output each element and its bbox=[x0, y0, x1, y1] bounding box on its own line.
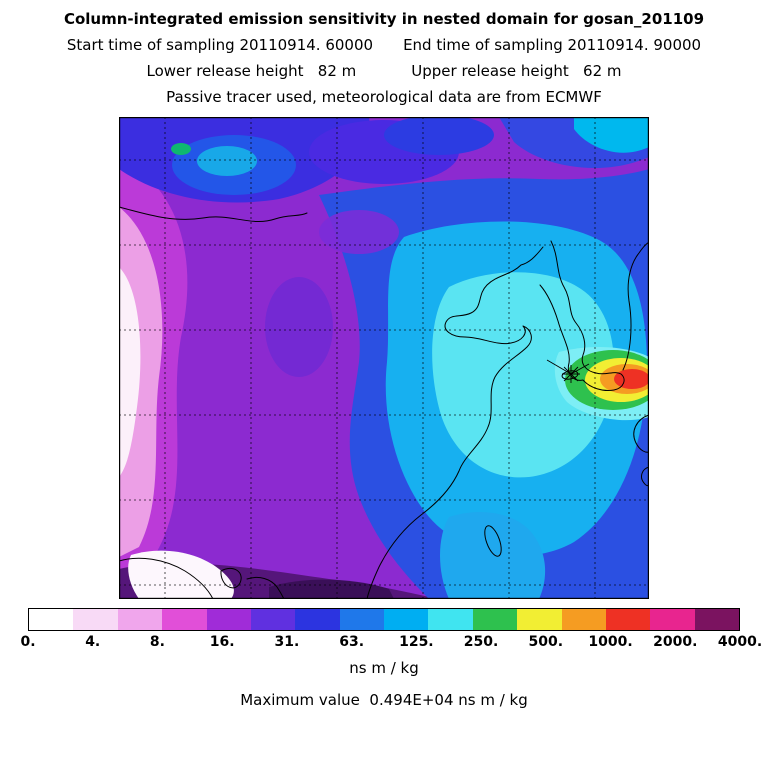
region-northeast-cyan bbox=[574, 117, 649, 153]
lower-release-label: Lower release height 82 m bbox=[146, 62, 357, 80]
colorbar-tick: 0. bbox=[20, 634, 36, 650]
region-northwest-green-spot bbox=[171, 143, 191, 155]
region-west-white bbox=[119, 267, 141, 477]
colorbar-cell bbox=[295, 609, 340, 630]
colorbar-tick: 2000. bbox=[653, 634, 698, 650]
colorbar-cell bbox=[517, 609, 562, 630]
region-south-darkest bbox=[269, 579, 394, 599]
map-border bbox=[119, 117, 649, 599]
colorbar-tick: 4000. bbox=[717, 634, 763, 650]
gridlines bbox=[119, 117, 649, 599]
hotspot-red-core bbox=[614, 369, 649, 389]
colorbar-cell bbox=[250, 609, 296, 630]
receptor-marker bbox=[546, 359, 590, 383]
region-center-purple-patch2 bbox=[265, 277, 333, 377]
colorbar-cell bbox=[162, 609, 207, 630]
colorbar-tick: 63. bbox=[339, 634, 365, 650]
coastline-southwest bbox=[119, 557, 214, 599]
tracer-info-line: Passive tracer used, meteorological data… bbox=[166, 88, 602, 106]
coastline-china bbox=[366, 246, 544, 599]
max-value-label: Maximum value 0.494E+04 ns m / kg bbox=[240, 691, 528, 709]
colorbar-tick: 8. bbox=[149, 634, 165, 650]
map-svg bbox=[119, 117, 649, 599]
colorbar-ticks: 0. 4. 8. 16. 31. 63. 125. 250. 500. 1000. 2000. 400… bbox=[20, 634, 762, 652]
colorbar-cell bbox=[605, 609, 651, 630]
colorbar-cell bbox=[384, 609, 429, 630]
end-time-label: End time of sampling 20110914. 90000 bbox=[403, 36, 702, 54]
border-line-northwest bbox=[119, 206, 308, 223]
colorbar-cell bbox=[694, 609, 739, 630]
region-yellow-sea-lightcyan bbox=[432, 272, 614, 478]
region-northcenter-blue bbox=[384, 117, 494, 155]
colorbar-tick: 125. bbox=[399, 634, 434, 650]
colorbar-cells bbox=[28, 608, 740, 631]
release-height-line: Lower release height 82 m Upper release … bbox=[0, 58, 768, 84]
colorbar-tick: 4. bbox=[85, 634, 101, 650]
upper-release-label: Upper release height 62 m bbox=[411, 62, 622, 80]
colorbar-cell bbox=[428, 609, 473, 630]
region-center-purple-patch bbox=[319, 210, 399, 254]
colorbar-cell bbox=[117, 609, 163, 630]
colorbar-cell bbox=[29, 609, 74, 630]
colorbar-tick: 500. bbox=[528, 634, 564, 650]
colorbar-cell bbox=[339, 609, 384, 630]
colorbar-tick: 250. bbox=[463, 634, 499, 650]
coastline-japan-1 bbox=[633, 414, 649, 453]
colorbar-cell bbox=[650, 609, 695, 630]
start-time-label: Start time of sampling 20110914. 60000 bbox=[66, 36, 374, 54]
figure-title: Column-integrated emission sensitivity i… bbox=[63, 10, 705, 28]
coastline-korea-west bbox=[539, 240, 625, 391]
colorbar-tick: 31. bbox=[274, 634, 300, 650]
colorbar-cell bbox=[561, 609, 606, 630]
hotspot-rings bbox=[565, 350, 649, 410]
coastline-korea-east bbox=[622, 241, 649, 371]
colorbar-tick: 1000. bbox=[588, 634, 633, 650]
region-south-cyan-tongue bbox=[440, 512, 546, 599]
colorbar-cell bbox=[206, 609, 251, 630]
colorbar-units: ns m / kg bbox=[349, 659, 419, 677]
colorbar-cell bbox=[73, 609, 118, 630]
region-northwest-cyan bbox=[197, 146, 257, 176]
colorbar-tick: 16. bbox=[209, 634, 235, 650]
map-panel bbox=[119, 117, 649, 599]
figure-header: Column-integrated emission sensitivity i… bbox=[0, 0, 768, 110]
colorbar-cell bbox=[472, 609, 518, 630]
colorbar: 0. 4. 8. 16. 31. 63. 125. 250. 500. 1000. 2000. 400… bbox=[20, 608, 762, 652]
region-southwest-white bbox=[128, 550, 234, 599]
coastline-southwest-2 bbox=[246, 576, 285, 599]
sampling-time-line: Start time of sampling 20110914. 60000 E… bbox=[0, 32, 768, 58]
coastline-southwest-island bbox=[220, 567, 242, 589]
coastline-taiwan bbox=[484, 525, 502, 557]
